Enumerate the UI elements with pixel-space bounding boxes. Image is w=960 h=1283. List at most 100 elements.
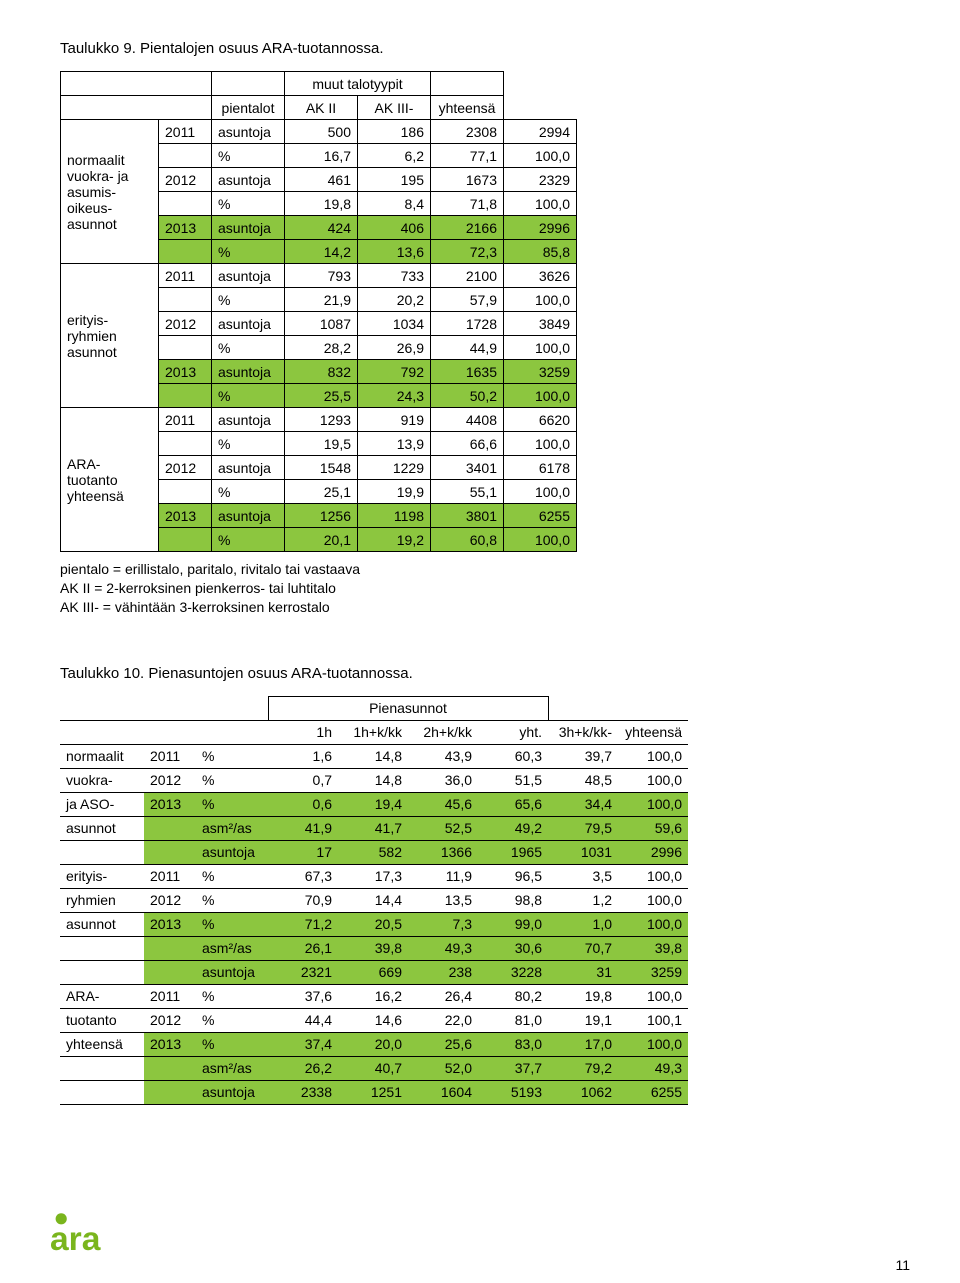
cell: asuntoja [196, 1080, 268, 1104]
cell: 19,8 [285, 192, 358, 216]
cell: 99,0 [478, 912, 548, 936]
cell: 2011 [144, 984, 196, 1008]
cell [144, 816, 196, 840]
cell: 2012 [144, 768, 196, 792]
cell: 2013 [144, 912, 196, 936]
cell: 100,0 [618, 768, 688, 792]
cell: % [212, 336, 285, 360]
cell: 1965 [478, 840, 548, 864]
cell: asm²/as [196, 1056, 268, 1080]
cell: 100,0 [504, 336, 577, 360]
cell: 17 [268, 840, 338, 864]
cell: 37,4 [268, 1032, 338, 1056]
cell: 28,2 [285, 336, 358, 360]
cell: 2329 [504, 168, 577, 192]
cell: 51,5 [478, 768, 548, 792]
cell: 40,7 [338, 1056, 408, 1080]
cell: 21,9 [285, 288, 358, 312]
cell: 0,6 [268, 792, 338, 816]
cell: 13,9 [358, 432, 431, 456]
cell: 79,5 [548, 816, 618, 840]
cell: 2012 [159, 456, 212, 480]
cell: 1728 [431, 312, 504, 336]
col-ak3: AK III- [358, 96, 431, 120]
cell: 98,8 [478, 888, 548, 912]
cell: 1,0 [548, 912, 618, 936]
header-pien: Pienasunnot [268, 696, 548, 720]
cell [159, 192, 212, 216]
cell: asm²/as [196, 816, 268, 840]
cell: 41,7 [338, 816, 408, 840]
cell: asuntoja [212, 312, 285, 336]
col: 3h+k/kk- [548, 720, 618, 744]
cell: 65,6 [478, 792, 548, 816]
cell: 19,8 [548, 984, 618, 1008]
cell: 37,6 [268, 984, 338, 1008]
cell: 49,3 [618, 1056, 688, 1080]
cell: 25,6 [408, 1032, 478, 1056]
cell: 36,0 [408, 768, 478, 792]
cell: 792 [358, 360, 431, 384]
cell: 49,2 [478, 816, 548, 840]
cell: 2338 [268, 1080, 338, 1104]
group-label: ryhmien [60, 888, 144, 912]
cell: asm²/as [196, 936, 268, 960]
cell: 3228 [478, 960, 548, 984]
cell: 100,0 [618, 744, 688, 768]
cell: 25,5 [285, 384, 358, 408]
cell: 19,9 [358, 480, 431, 504]
cell: 1251 [338, 1080, 408, 1104]
cell: 81,0 [478, 1008, 548, 1032]
cell: 1548 [285, 456, 358, 480]
cell: asuntoja [196, 840, 268, 864]
cell [144, 960, 196, 984]
cell: 85,8 [504, 240, 577, 264]
col-pientalot: pientalot [212, 96, 285, 120]
cell: 582 [338, 840, 408, 864]
cell: 1366 [408, 840, 478, 864]
cell: 50,2 [431, 384, 504, 408]
cell: 26,2 [268, 1056, 338, 1080]
cell: 2013 [144, 1032, 196, 1056]
cell: 2013 [159, 216, 212, 240]
cell: 26,4 [408, 984, 478, 1008]
cell: % [212, 144, 285, 168]
cell: 26,9 [358, 336, 431, 360]
cell: 14,4 [338, 888, 408, 912]
cell: 31 [548, 960, 618, 984]
cell: 100,0 [504, 528, 577, 552]
cell: 72,3 [431, 240, 504, 264]
cell: 17,3 [338, 864, 408, 888]
note-line: pientalo = erillistalo, paritalo, rivita… [60, 560, 910, 579]
cell: 2321 [268, 960, 338, 984]
cell: % [212, 432, 285, 456]
group-label: erityis- [60, 864, 144, 888]
col: 2h+k/kk [408, 720, 478, 744]
cell: % [196, 984, 268, 1008]
cell: 19,4 [338, 792, 408, 816]
cell [159, 480, 212, 504]
cell: 1673 [431, 168, 504, 192]
cell [159, 528, 212, 552]
cell: 100,0 [504, 144, 577, 168]
cell: 70,9 [268, 888, 338, 912]
cell: % [196, 1032, 268, 1056]
cell: % [196, 912, 268, 936]
cell: % [212, 480, 285, 504]
cell: 19,2 [358, 528, 431, 552]
cell: 2012 [144, 1008, 196, 1032]
group-label: ja ASO- [60, 792, 144, 816]
cell: 6255 [504, 504, 577, 528]
cell: 19,5 [285, 432, 358, 456]
group-label: ARA- [60, 984, 144, 1008]
cell: 2011 [144, 744, 196, 768]
cell: % [212, 192, 285, 216]
cell: 6620 [504, 408, 577, 432]
cell: 24,3 [358, 384, 431, 408]
cell: 60,8 [431, 528, 504, 552]
cell: 57,9 [431, 288, 504, 312]
cell: 1,6 [268, 744, 338, 768]
cell: 16,7 [285, 144, 358, 168]
cell: asuntoja [212, 456, 285, 480]
cell: 52,0 [408, 1056, 478, 1080]
